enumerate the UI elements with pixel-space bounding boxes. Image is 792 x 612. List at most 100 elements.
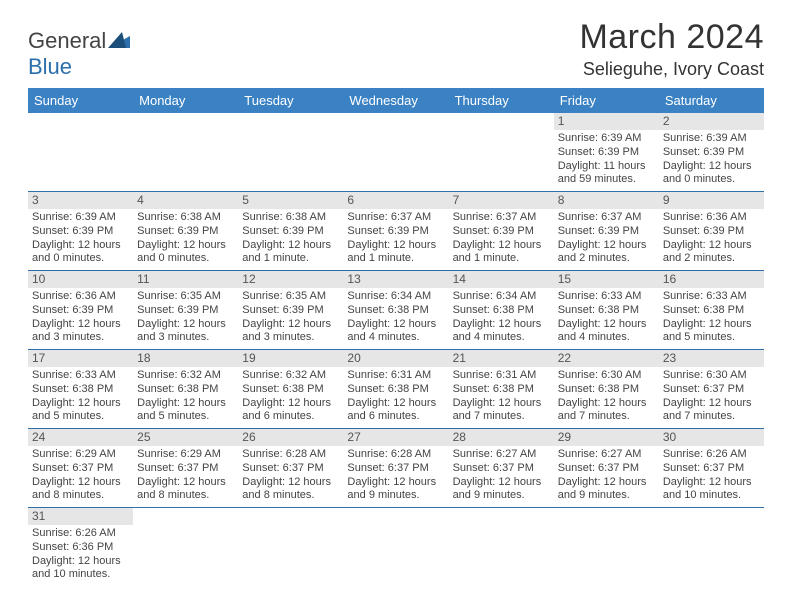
weekday-saturday: Saturday [659,88,764,113]
sunset-text: Sunset: 6:39 PM [663,225,760,239]
daylight-text: and 9 minutes. [453,489,550,503]
day-number: 10 [28,271,133,288]
sunset-text: Sunset: 6:37 PM [558,462,655,476]
daylight-text: Daylight: 12 hours [663,318,760,332]
day-cell: 17Sunrise: 6:33 AMSunset: 6:38 PMDayligh… [28,350,133,428]
sunrise-text: Sunrise: 6:29 AM [137,448,234,462]
sunset-text: Sunset: 6:39 PM [558,225,655,239]
daylight-text: and 6 minutes. [347,410,444,424]
daylight-text: and 10 minutes. [32,568,129,582]
sunset-text: Sunset: 6:39 PM [137,225,234,239]
sunrise-text: Sunrise: 6:29 AM [32,448,129,462]
week-row: 17Sunrise: 6:33 AMSunset: 6:38 PMDayligh… [28,350,764,429]
daylight-text: and 1 minute. [347,252,444,266]
daylight-text: Daylight: 11 hours [558,160,655,174]
day-number: 24 [28,429,133,446]
day-number: 1 [554,113,659,130]
daylight-text: and 8 minutes. [32,489,129,503]
day-number: 17 [28,350,133,367]
daylight-text: and 2 minutes. [663,252,760,266]
day-cell: 25Sunrise: 6:29 AMSunset: 6:37 PMDayligh… [133,429,238,507]
day-number: 4 [133,192,238,209]
day-number: 23 [659,350,764,367]
empty-cell [449,113,554,191]
empty-cell [659,508,764,586]
day-cell: 9Sunrise: 6:36 AMSunset: 6:39 PMDaylight… [659,192,764,270]
day-cell: 6Sunrise: 6:37 AMSunset: 6:39 PMDaylight… [343,192,448,270]
sunset-text: Sunset: 6:37 PM [453,462,550,476]
day-cell: 27Sunrise: 6:28 AMSunset: 6:37 PMDayligh… [343,429,448,507]
daylight-text: Daylight: 12 hours [347,476,444,490]
day-cell: 1Sunrise: 6:39 AMSunset: 6:39 PMDaylight… [554,113,659,191]
sunset-text: Sunset: 6:38 PM [242,383,339,397]
sunrise-text: Sunrise: 6:30 AM [558,369,655,383]
sunrise-text: Sunrise: 6:33 AM [558,290,655,304]
weekday-tuesday: Tuesday [238,88,343,113]
day-number: 12 [238,271,343,288]
daylight-text: and 6 minutes. [242,410,339,424]
daylight-text: Daylight: 12 hours [137,239,234,253]
daylight-text: and 3 minutes. [137,331,234,345]
sunrise-text: Sunrise: 6:28 AM [242,448,339,462]
day-cell: 21Sunrise: 6:31 AMSunset: 6:38 PMDayligh… [449,350,554,428]
daylight-text: Daylight: 12 hours [453,239,550,253]
sunrise-text: Sunrise: 6:27 AM [453,448,550,462]
sunset-text: Sunset: 6:38 PM [558,383,655,397]
sunset-text: Sunset: 6:39 PM [137,304,234,318]
daylight-text: Daylight: 12 hours [32,555,129,569]
sunrise-text: Sunrise: 6:28 AM [347,448,444,462]
daylight-text: and 7 minutes. [453,410,550,424]
day-number: 16 [659,271,764,288]
day-cell: 11Sunrise: 6:35 AMSunset: 6:39 PMDayligh… [133,271,238,349]
day-cell: 28Sunrise: 6:27 AMSunset: 6:37 PMDayligh… [449,429,554,507]
weekday-wednesday: Wednesday [343,88,448,113]
day-number: 5 [238,192,343,209]
sunrise-text: Sunrise: 6:31 AM [347,369,444,383]
empty-cell [133,113,238,191]
sunset-text: Sunset: 6:36 PM [32,541,129,555]
day-cell: 16Sunrise: 6:33 AMSunset: 6:38 PMDayligh… [659,271,764,349]
daylight-text: Daylight: 12 hours [558,476,655,490]
sunrise-text: Sunrise: 6:35 AM [137,290,234,304]
sunset-text: Sunset: 6:37 PM [242,462,339,476]
daylight-text: Daylight: 12 hours [347,397,444,411]
day-cell: 19Sunrise: 6:32 AMSunset: 6:38 PMDayligh… [238,350,343,428]
daylight-text: Daylight: 12 hours [242,397,339,411]
empty-cell [343,508,448,586]
sunrise-text: Sunrise: 6:38 AM [137,211,234,225]
daylight-text: Daylight: 12 hours [558,318,655,332]
day-number: 28 [449,429,554,446]
daylight-text: Daylight: 12 hours [558,397,655,411]
daylight-text: Daylight: 12 hours [347,318,444,332]
day-number: 3 [28,192,133,209]
calendar-page: GeneralBlue March 2024 Selieguhe, Ivory … [0,0,792,604]
sunrise-text: Sunrise: 6:37 AM [347,211,444,225]
sunrise-text: Sunrise: 6:32 AM [242,369,339,383]
day-number: 18 [133,350,238,367]
daylight-text: and 59 minutes. [558,173,655,187]
daylight-text: and 9 minutes. [558,489,655,503]
daylight-text: Daylight: 12 hours [137,318,234,332]
daylight-text: Daylight: 12 hours [453,397,550,411]
day-number: 22 [554,350,659,367]
daylight-text: and 8 minutes. [137,489,234,503]
daylight-text: and 9 minutes. [347,489,444,503]
sunrise-text: Sunrise: 6:34 AM [453,290,550,304]
sunset-text: Sunset: 6:37 PM [663,383,760,397]
calendar: Sunday Monday Tuesday Wednesday Thursday… [28,88,764,586]
sunrise-text: Sunrise: 6:36 AM [32,290,129,304]
weekday-thursday: Thursday [449,88,554,113]
empty-cell [133,508,238,586]
sunrise-text: Sunrise: 6:39 AM [663,132,760,146]
sunset-text: Sunset: 6:37 PM [32,462,129,476]
sunset-text: Sunset: 6:39 PM [453,225,550,239]
daylight-text: and 1 minute. [453,252,550,266]
sunrise-text: Sunrise: 6:32 AM [137,369,234,383]
weekday-header: Sunday Monday Tuesday Wednesday Thursday… [28,88,764,113]
day-number: 27 [343,429,448,446]
logo-text-blue: Blue [28,54,72,79]
daylight-text: Daylight: 12 hours [137,476,234,490]
empty-cell [238,508,343,586]
sunset-text: Sunset: 6:39 PM [32,225,129,239]
daylight-text: and 10 minutes. [663,489,760,503]
